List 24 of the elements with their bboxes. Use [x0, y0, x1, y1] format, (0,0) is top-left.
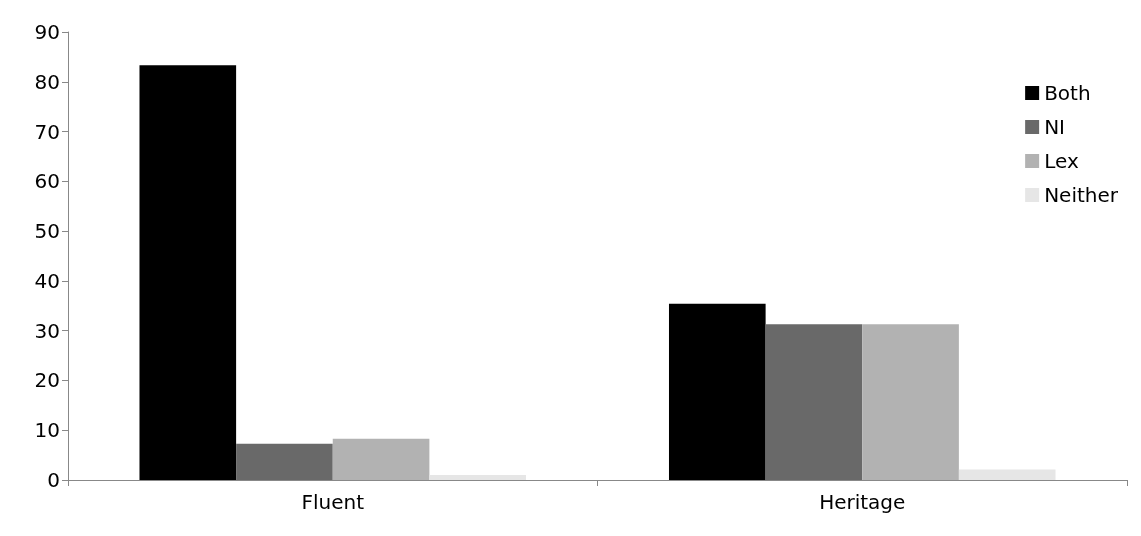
y-tick-label: 90	[34, 20, 60, 44]
y-tick-label: 0	[47, 468, 60, 492]
y-tick-label: 10	[34, 418, 60, 443]
bar	[332, 438, 430, 480]
x-tick-label: Fluent	[301, 490, 365, 514]
bar	[429, 475, 527, 480]
y-tick-label: 80	[34, 69, 60, 94]
x-tick-label: Heritage	[819, 490, 906, 514]
legend-label: NI	[1044, 115, 1065, 139]
y-tick-label: 60	[34, 169, 60, 194]
y-tick-label: 70	[34, 119, 60, 144]
y-tick-label: 30	[34, 318, 60, 343]
bar	[668, 303, 766, 480]
bar	[862, 324, 959, 480]
bar	[765, 324, 863, 480]
bar	[236, 443, 333, 480]
y-tick-label: 40	[34, 268, 60, 293]
legend-label: Neither	[1044, 183, 1119, 207]
bar	[139, 65, 237, 480]
bar	[958, 469, 1056, 480]
legend-label: Both	[1044, 81, 1091, 105]
y-tick-label: 20	[34, 368, 60, 393]
legend-label: Lex	[1044, 149, 1079, 173]
y-tick-label: 50	[34, 219, 60, 244]
